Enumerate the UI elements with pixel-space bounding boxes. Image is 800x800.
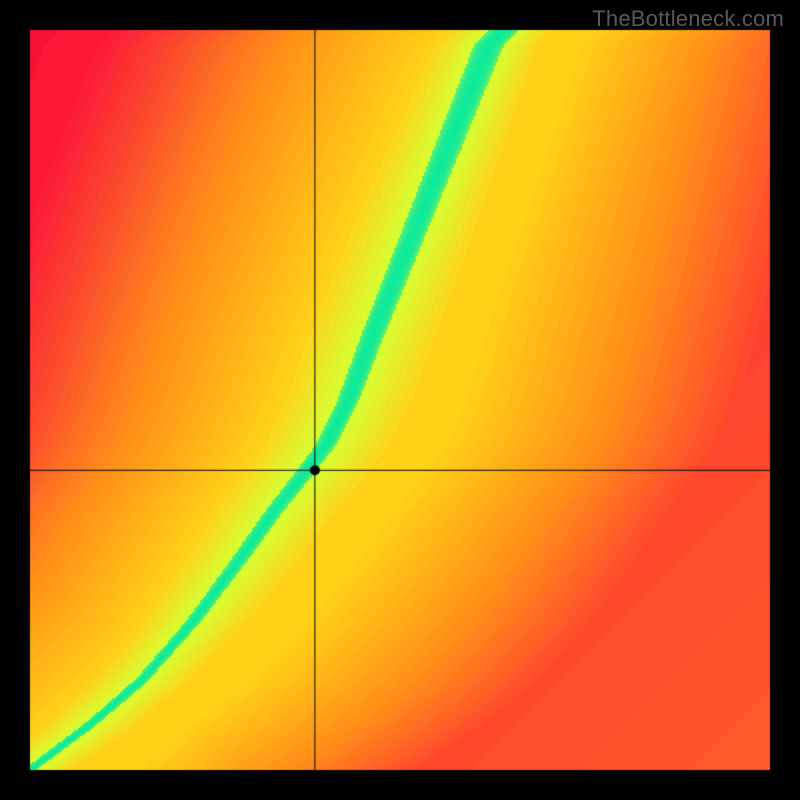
chart-container: TheBottleneck.com	[0, 0, 800, 800]
bottleneck-heatmap-canvas	[0, 0, 800, 800]
watermark-text: TheBottleneck.com	[592, 6, 784, 32]
